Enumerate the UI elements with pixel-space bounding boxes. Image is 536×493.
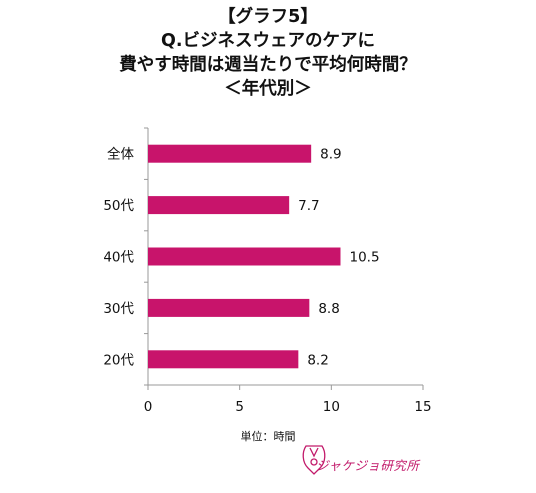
data-label-2: 10.5	[350, 250, 380, 266]
x-tick-label-2: 10	[323, 399, 340, 415]
logo-mark-icon	[302, 445, 326, 475]
chart-title-line-2: Q.ビジネスウェアのケアに	[160, 31, 376, 51]
category-label-1: 50代	[103, 198, 134, 214]
category-label-3: 30代	[103, 301, 134, 317]
bar-3	[148, 298, 310, 317]
x-tick-label-0: 0	[144, 399, 153, 415]
bar-0	[148, 144, 312, 163]
data-label-3: 8.8	[318, 301, 339, 317]
unit-label: 単位：時間	[240, 430, 296, 443]
category-label-0: 全体	[107, 146, 134, 163]
logo	[302, 445, 326, 475]
bar-chart: 全体 8.9 50代 7.7 40代 10.5 30代 8.8 20代 8.2 0 5 10 15	[103, 127, 432, 415]
chart-title-line-3: 費やす時間は週当たりで平均何時間？	[119, 55, 417, 75]
x-tick-label-1: 5	[235, 399, 244, 415]
data-label-0: 8.9	[320, 147, 341, 163]
chart-title-line-1: 【グラフ5】	[218, 7, 318, 27]
data-label-4: 8.2	[307, 352, 328, 368]
logo-text: ジャケジョ研究所	[316, 458, 420, 473]
bar-2	[148, 247, 341, 266]
x-tick-label-3: 15	[414, 399, 431, 415]
bar-1	[148, 196, 290, 215]
bar-4	[148, 350, 299, 369]
data-label-1: 7.7	[298, 198, 319, 214]
chart-title-line-4: ＜年代別＞	[224, 79, 312, 99]
category-label-2: 40代	[103, 250, 134, 266]
category-label-4: 20代	[103, 352, 134, 368]
